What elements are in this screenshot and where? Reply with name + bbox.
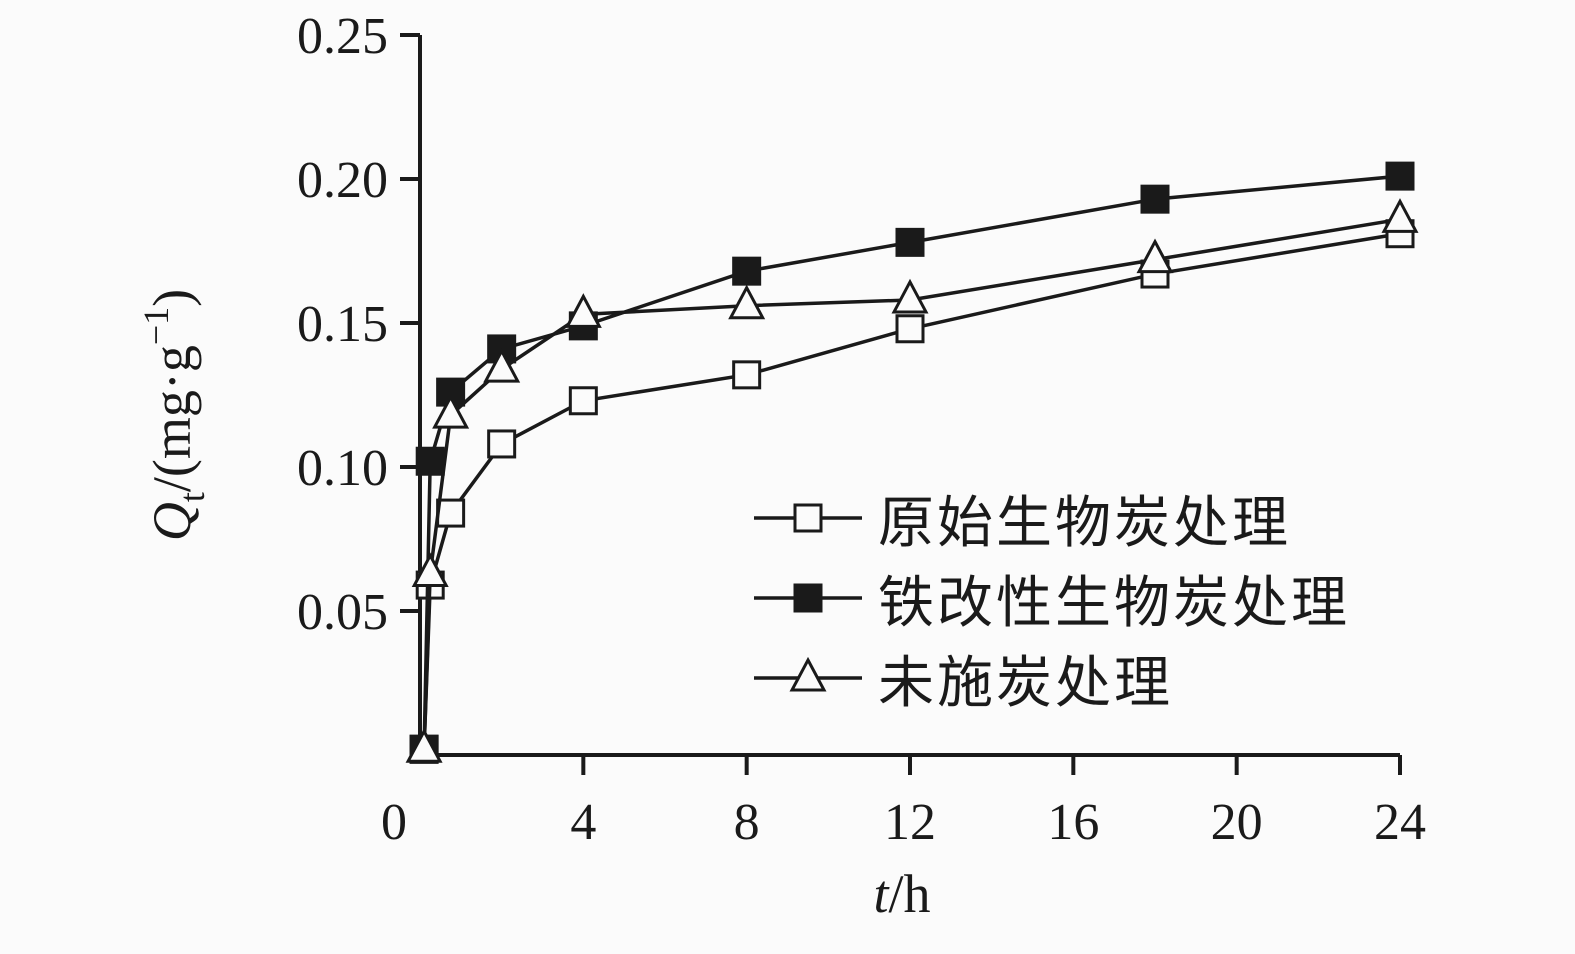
- marker-square-open: [487, 429, 517, 459]
- marker-triangle-open: [1136, 238, 1174, 274]
- y-axis-unit-close: ): [142, 289, 202, 307]
- series-no-biochar: [405, 198, 1419, 763]
- marker-square-filled: [1140, 184, 1170, 214]
- marker-triangle-open: [432, 393, 470, 429]
- marker-triangle-open: [891, 278, 929, 314]
- y-axis-superscript: −1: [136, 307, 176, 345]
- marker-triangle-open: [405, 728, 443, 763]
- y-tick-label: 0.25: [297, 8, 388, 65]
- marker-square-open: [895, 314, 925, 344]
- legend-label: 铁改性生物炭处理: [878, 572, 1350, 635]
- marker-triangle-open: [789, 656, 827, 692]
- marker-triangle-open: [1381, 198, 1419, 233]
- y-axis-unit-open: /(mg·g: [142, 345, 202, 492]
- legend-label: 原始生物炭处理: [878, 492, 1291, 555]
- legend-symbol-square-open: [754, 503, 862, 533]
- marker-square-open: [568, 386, 598, 416]
- marker-triangle-open: [483, 347, 521, 383]
- series-layer: [405, 161, 1419, 764]
- axes: 0 4 8 12 16 20 24 0.05 0.10 0.15 0.20 0.25: [297, 8, 1426, 851]
- x-tick-label: 4: [570, 794, 596, 851]
- marker-square-open: [732, 360, 762, 390]
- y-tick-label: 0.20: [297, 152, 388, 209]
- x-axis-label: t/h: [873, 864, 930, 924]
- marker-square-open: [793, 503, 823, 533]
- y-axis-variable: Q: [142, 502, 202, 541]
- legend-item-iron-modified-biochar: 铁改性生物炭处理: [752, 558, 1350, 638]
- y-tick-label: 0.05: [297, 584, 388, 641]
- x-tick-label: 12: [884, 794, 936, 851]
- legend-item-no-biochar: 未施炭处理: [752, 638, 1350, 718]
- x-tick-label: 20: [1211, 794, 1263, 851]
- y-tick-label: 0.10: [297, 440, 388, 497]
- marker-triangle-open: [564, 293, 602, 328]
- y-axis-label: Qt/(mg·g−1): [136, 289, 212, 541]
- marker-triangle-open: [411, 552, 449, 588]
- x-axis-unit: /h: [889, 864, 931, 924]
- marker-square-filled: [1385, 161, 1415, 191]
- legend-symbol-triangle-open: [754, 656, 862, 692]
- x-tick-label: 0: [381, 794, 407, 851]
- marker-triangle-open: [728, 284, 766, 320]
- x-tick-label: 24: [1374, 794, 1426, 851]
- legend-item-original-biochar: 原始生物炭处理: [752, 478, 1350, 558]
- x-tick-label: 8: [734, 794, 760, 851]
- y-tick-label: 0.15: [297, 296, 388, 353]
- legend-label: 未施炭处理: [878, 652, 1173, 715]
- y-axis-subscript: t: [172, 492, 212, 502]
- x-tick-label: 16: [1047, 794, 1099, 851]
- marker-square-filled: [895, 227, 925, 257]
- marker-square-filled: [732, 256, 762, 286]
- marker-square-filled: [415, 446, 445, 476]
- legend: 原始生物炭处理 铁改性生物炭处理 未施炭处理: [752, 478, 1350, 718]
- marker-square-filled: [793, 583, 823, 613]
- series-original-biochar: [409, 219, 1415, 764]
- marker-square-open: [436, 498, 466, 528]
- x-axis-variable: t: [873, 864, 890, 924]
- legend-symbol-square-filled: [754, 583, 862, 613]
